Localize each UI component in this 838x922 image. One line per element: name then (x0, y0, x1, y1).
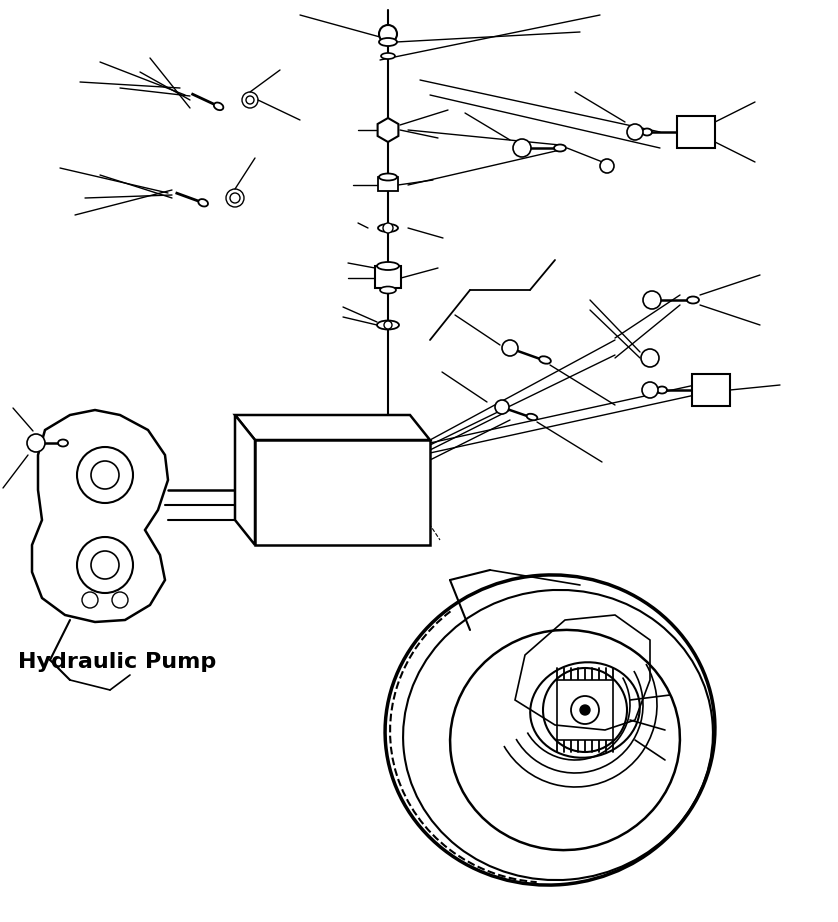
Circle shape (357, 455, 383, 481)
Ellipse shape (377, 321, 399, 329)
Bar (677, 116, 715, 148)
Ellipse shape (539, 356, 551, 363)
Ellipse shape (58, 440, 68, 446)
Polygon shape (235, 415, 430, 440)
Circle shape (495, 400, 509, 414)
Circle shape (274, 454, 306, 486)
Ellipse shape (377, 262, 399, 270)
Ellipse shape (379, 38, 397, 46)
Ellipse shape (381, 53, 395, 59)
Circle shape (379, 25, 397, 43)
Circle shape (91, 461, 119, 489)
Circle shape (91, 551, 119, 579)
Circle shape (77, 447, 133, 503)
Polygon shape (378, 118, 398, 142)
Bar (378, 177, 398, 191)
Ellipse shape (526, 414, 537, 420)
Ellipse shape (380, 287, 396, 293)
Circle shape (384, 321, 392, 329)
Circle shape (242, 92, 258, 108)
Bar (375, 266, 401, 288)
Polygon shape (32, 410, 168, 622)
Circle shape (642, 382, 658, 398)
Ellipse shape (687, 297, 699, 303)
Circle shape (600, 159, 614, 173)
Circle shape (383, 223, 393, 233)
Ellipse shape (554, 145, 566, 151)
Ellipse shape (657, 386, 667, 394)
Ellipse shape (199, 199, 208, 207)
Circle shape (571, 696, 599, 724)
Circle shape (502, 340, 518, 356)
Circle shape (230, 193, 240, 203)
Circle shape (77, 537, 133, 593)
Circle shape (27, 434, 45, 452)
Bar (557, 680, 613, 740)
Circle shape (580, 705, 590, 715)
Ellipse shape (214, 102, 224, 110)
Circle shape (643, 291, 661, 309)
Circle shape (627, 124, 643, 140)
Circle shape (226, 189, 244, 207)
Bar (692, 374, 730, 406)
Text: Hydraulic Pump: Hydraulic Pump (18, 652, 216, 672)
Polygon shape (235, 415, 255, 545)
Ellipse shape (379, 173, 397, 181)
Circle shape (513, 139, 531, 157)
Circle shape (316, 451, 344, 479)
Circle shape (641, 349, 659, 367)
Ellipse shape (378, 224, 398, 232)
Circle shape (246, 96, 254, 104)
Circle shape (543, 668, 627, 752)
Ellipse shape (642, 128, 652, 136)
Polygon shape (255, 440, 430, 545)
